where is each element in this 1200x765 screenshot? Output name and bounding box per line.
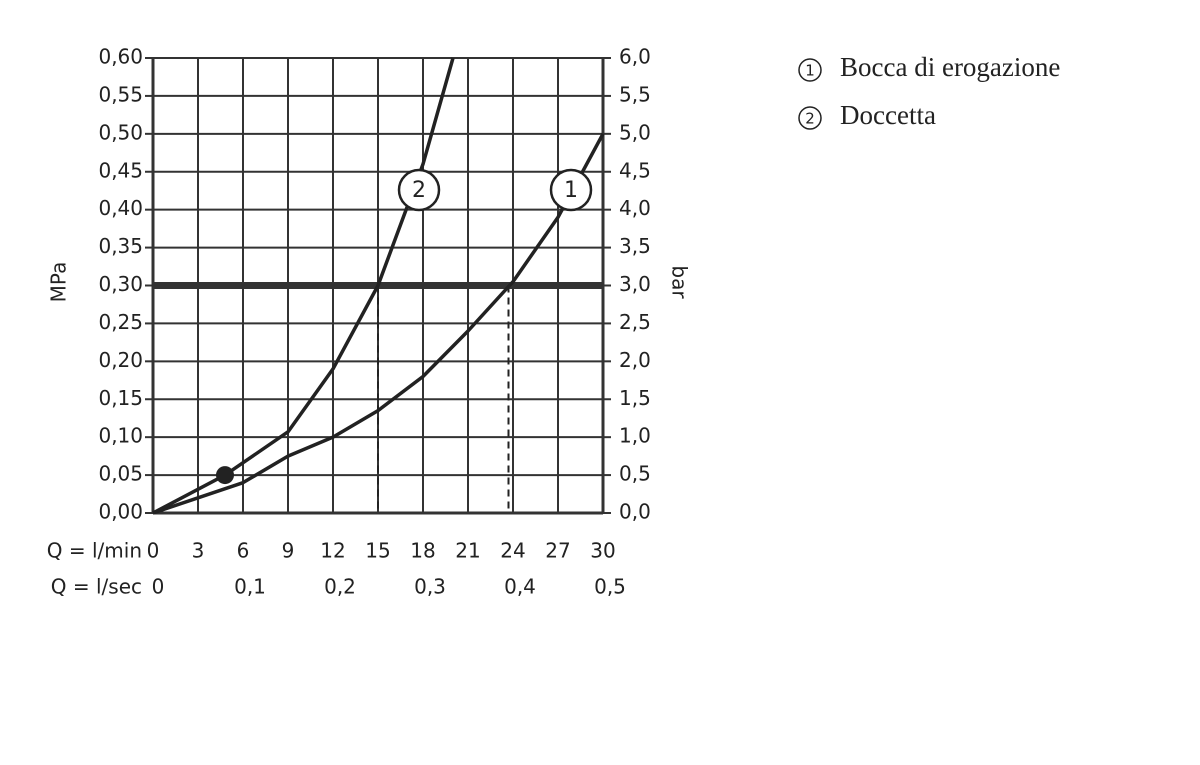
y2-tick-label: 3,5 [619,234,651,258]
x2-tick-label: 0,4 [504,575,536,599]
legend-symbol-label: 1 [805,62,815,80]
y-tick-label: 0,60 [98,45,143,69]
y-tick-label: 0,25 [98,310,143,334]
x-tick-label: 0 [147,539,160,563]
y-tick-label: 0,10 [98,424,143,448]
y2-tick-label: 3,0 [619,272,651,296]
y-tick-label: 0,30 [98,272,143,296]
y-tick-label: 0,45 [98,158,143,182]
y2-tick-label: 0,5 [619,462,651,486]
x-axis-label: Q = l/min [47,539,142,563]
y-tick-label: 0,05 [98,462,143,486]
y2-axis-label: bar [668,265,692,299]
curve-label-circle [397,168,441,212]
x-tick-label: 6 [237,539,250,563]
y-tick-label: 0,20 [98,348,143,372]
y2-tick-label: 1,0 [619,424,651,448]
y-tick-label: 0,35 [98,234,143,258]
curve-label: 1 [564,178,578,203]
legend-label: Doccetta [840,100,936,130]
series-line [152,133,605,515]
x-tick-label: 12 [320,539,345,563]
y-axis-label: MPa [47,262,71,303]
x2-tick-label: 0,1 [234,575,266,599]
y2-tick-label: 2,5 [619,310,651,334]
x-tick-label: 18 [410,539,435,563]
x-tick-label: 30 [590,539,615,563]
y-tick-label: 0,50 [98,120,143,144]
legend-symbol [798,58,822,82]
legend-symbol [798,106,822,130]
legend-label: Bocca di erogazione [840,52,1060,82]
point [216,466,234,485]
y-tick-label: 0,15 [98,386,143,410]
x2-tick-label: 0,3 [414,575,446,599]
y2-tick-label: 4,5 [619,158,651,182]
y2-tick-label: 6,0 [619,45,651,69]
y2-tick-label: 5,0 [619,120,651,144]
y2-tick-label: 4,0 [619,196,651,220]
x-tick-label: 21 [455,539,480,563]
x-tick-label: 9 [282,539,295,563]
x-tick-label: 15 [365,539,390,563]
y2-tick-label: 2,0 [619,348,651,372]
y2-tick-label: 5,5 [619,82,651,106]
x-tick-label: 3 [192,539,205,563]
y-tick-label: 0,00 [98,500,143,524]
y-tick-label: 0,40 [98,196,143,220]
legend-symbol-label: 2 [805,110,815,128]
curve-label: 2 [412,178,426,203]
x2-axis-label: Q = l/sec [51,575,142,599]
y-tick-label: 0,55 [98,82,143,106]
x2-tick-label: 0,2 [324,575,356,599]
x-tick-label: 24 [500,539,525,563]
curve-label-circle [549,168,593,212]
y2-tick-label: 0,0 [619,500,651,524]
y2-tick-label: 1,5 [619,386,651,410]
x2-tick-label: 0 [152,575,165,599]
x2-tick-label: 0,5 [594,575,626,599]
x-tick-label: 27 [545,539,570,563]
